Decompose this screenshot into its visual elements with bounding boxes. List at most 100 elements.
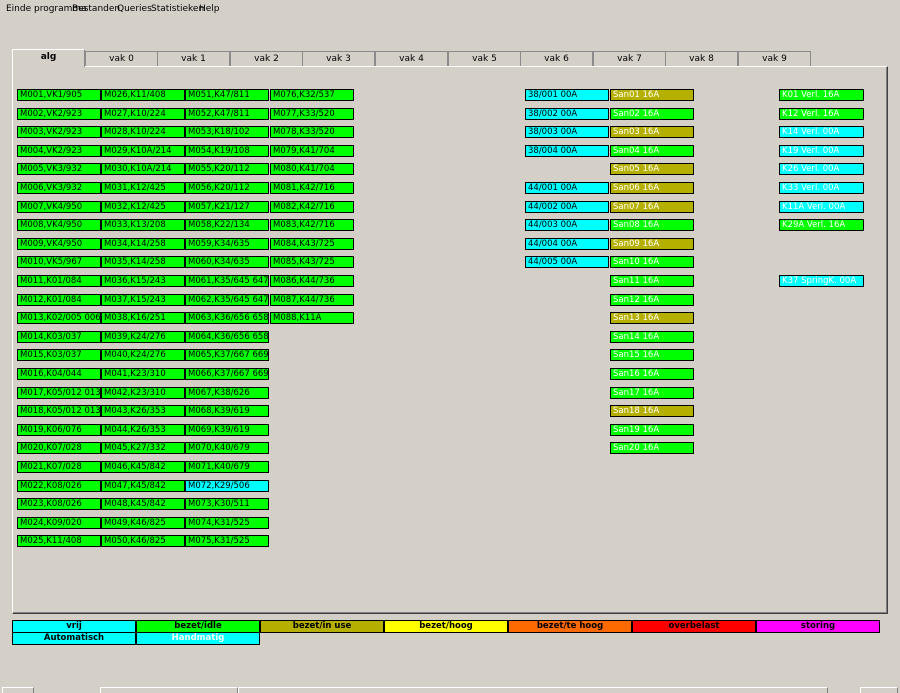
machine-cell[interactable]: M037,K15/243	[101, 294, 185, 306]
machine-cell[interactable]: M076,K32/537	[270, 89, 354, 101]
machine-cell[interactable]: M075,K31/525	[185, 535, 269, 547]
san-cell[interactable]: San15 16A	[610, 349, 694, 361]
san-cell[interactable]: San13 16A	[610, 312, 694, 324]
machine-cell[interactable]: M085,K43/725	[270, 256, 354, 268]
machine-cell[interactable]: M084,K43/725	[270, 238, 354, 250]
tab-vak-6[interactable]: vak 6	[520, 51, 593, 66]
machine-cell[interactable]: M004,VK2/923	[17, 145, 101, 157]
tab-vak-5[interactable]: vak 5	[448, 51, 521, 66]
tab-vak-9[interactable]: vak 9	[738, 51, 811, 66]
outlet-cell[interactable]: 38/002 00A	[525, 108, 609, 120]
machine-cell[interactable]: M046,K45/842	[101, 461, 185, 473]
machine-cell[interactable]: M034,K14/258	[101, 238, 185, 250]
san-cell[interactable]: San10 16A	[610, 256, 694, 268]
san-cell[interactable]: San11 16A	[610, 275, 694, 287]
machine-cell[interactable]: M048,K45/842	[101, 498, 185, 510]
menu-statistieken[interactable]: Statistieken	[151, 4, 205, 14]
machine-cell[interactable]: M028,K10/224	[101, 126, 185, 138]
machine-cell[interactable]: M015,K03/037	[17, 349, 101, 361]
outlet-cell[interactable]: 44/002 00A	[525, 201, 609, 213]
san-cell[interactable]: San12 16A	[610, 294, 694, 306]
machine-cell[interactable]: M059,K34/635	[185, 238, 269, 250]
machine-cell[interactable]: M019,K06/076	[17, 424, 101, 436]
machine-cell[interactable]: M031,K12/425	[101, 182, 185, 194]
machine-cell[interactable]: M022,K08/026	[17, 480, 101, 492]
machine-cell[interactable]: M020,K07/028	[17, 442, 101, 454]
menu-einde-programma[interactable]: Einde programma	[6, 4, 87, 14]
machine-cell[interactable]: M021,K07/028	[17, 461, 101, 473]
machine-cell[interactable]: M024,K09/020	[17, 517, 101, 529]
machine-cell[interactable]: M079,K41/704	[270, 145, 354, 157]
outlet-cell[interactable]: 44/004 00A	[525, 238, 609, 250]
machine-cell[interactable]: M056,K20/112	[185, 182, 269, 194]
machine-cell[interactable]: M045,K27/332	[101, 442, 185, 454]
machine-cell[interactable]: M016,K04/044	[17, 368, 101, 380]
machine-cell[interactable]: M006,VK3/932	[17, 182, 101, 194]
machine-cell[interactable]: M074,K31/525	[185, 517, 269, 529]
machine-cell[interactable]: M066,K37/667 669	[185, 368, 269, 380]
machine-cell[interactable]: M040,K24/276	[101, 349, 185, 361]
k-cell[interactable]: K37 SpringK. 00A	[779, 275, 864, 287]
menu-help[interactable]: Help	[199, 4, 220, 14]
machine-cell[interactable]: M043,K26/353	[101, 405, 185, 417]
san-cell[interactable]: San18 16A	[610, 405, 694, 417]
machine-cell[interactable]: M077,K33/520	[270, 108, 354, 120]
outlet-cell[interactable]: 38/004 00A	[525, 145, 609, 157]
machine-cell[interactable]: M080,K41/704	[270, 163, 354, 175]
san-cell[interactable]: San09 16A	[610, 238, 694, 250]
san-cell[interactable]: San04 16A	[610, 145, 694, 157]
machine-cell[interactable]: M039,K24/276	[101, 331, 185, 343]
tab-vak-3[interactable]: vak 3	[302, 51, 375, 66]
machine-cell[interactable]: M067,K38/626	[185, 387, 269, 399]
machine-cell[interactable]: M081,K42/716	[270, 182, 354, 194]
machine-cell[interactable]: M078,K33/520	[270, 126, 354, 138]
machine-cell[interactable]: M054,K19/108	[185, 145, 269, 157]
k-cell[interactable]: K19 Verl. 00A	[779, 145, 864, 157]
machine-cell[interactable]: M023,K08/026	[17, 498, 101, 510]
machine-cell[interactable]: M013,K02/005 006	[17, 312, 101, 324]
machine-cell[interactable]: M072,K29/506	[185, 480, 269, 492]
machine-cell[interactable]: M035,K14/258	[101, 256, 185, 268]
machine-cell[interactable]: M087,K44/736	[270, 294, 354, 306]
k-cell[interactable]: K12 Verl. 16A	[779, 108, 864, 120]
san-cell[interactable]: San14 16A	[610, 331, 694, 343]
machine-cell[interactable]: M036,K15/243	[101, 275, 185, 287]
san-cell[interactable]: San02 16A	[610, 108, 694, 120]
machine-cell[interactable]: M002,VK2/923	[17, 108, 101, 120]
machine-cell[interactable]: M073,K30/511	[185, 498, 269, 510]
machine-cell[interactable]: M071,K40/679	[185, 461, 269, 473]
menu-bestanden[interactable]: Bestanden	[72, 4, 121, 14]
outlet-cell[interactable]: 44/005 00A	[525, 256, 609, 268]
machine-cell[interactable]: M008,VK4/950	[17, 219, 101, 231]
outlet-cell[interactable]: 38/001 00A	[525, 89, 609, 101]
machine-cell[interactable]: M065,K37/667 669	[185, 349, 269, 361]
machine-cell[interactable]: M017,K05/012 013	[17, 387, 101, 399]
san-cell[interactable]: San16 16A	[610, 368, 694, 380]
machine-cell[interactable]: M047,K45/842	[101, 480, 185, 492]
machine-cell[interactable]: M033,K13/208	[101, 219, 185, 231]
machine-cell[interactable]: M050,K46/825	[101, 535, 185, 547]
machine-cell[interactable]: M064,K36/656 658	[185, 331, 269, 343]
machine-cell[interactable]: M086,K44/736	[270, 275, 354, 287]
san-cell[interactable]: San07 16A	[610, 201, 694, 213]
machine-cell[interactable]: M010,VK5/967	[17, 256, 101, 268]
machine-cell[interactable]: M011,K01/084	[17, 275, 101, 287]
machine-cell[interactable]: M025,K11/408	[17, 535, 101, 547]
k-cell[interactable]: K26 Verl. 00A	[779, 163, 864, 175]
k-cell[interactable]: K11A Verl. 00A	[779, 201, 864, 213]
san-cell[interactable]: San03 16A	[610, 126, 694, 138]
menu-queries[interactable]: Queries	[117, 4, 152, 14]
san-cell[interactable]: San08 16A	[610, 219, 694, 231]
tab-vak-8[interactable]: vak 8	[665, 51, 738, 66]
machine-cell[interactable]: M052,K47/811	[185, 108, 269, 120]
k-cell[interactable]: K01 Verl. 16A	[779, 89, 864, 101]
san-cell[interactable]: San19 16A	[610, 424, 694, 436]
machine-cell[interactable]: M029,K10A/214	[101, 145, 185, 157]
machine-cell[interactable]: M049,K46/825	[101, 517, 185, 529]
machine-cell[interactable]: M038,K16/251	[101, 312, 185, 324]
tab-vak-4[interactable]: vak 4	[375, 51, 448, 66]
machine-cell[interactable]: M030,K10A/214	[101, 163, 185, 175]
tab-vak-2[interactable]: vak 2	[230, 51, 303, 66]
machine-cell[interactable]: M061,K35/645 647	[185, 275, 269, 287]
machine-cell[interactable]: M055,K20/112	[185, 163, 269, 175]
